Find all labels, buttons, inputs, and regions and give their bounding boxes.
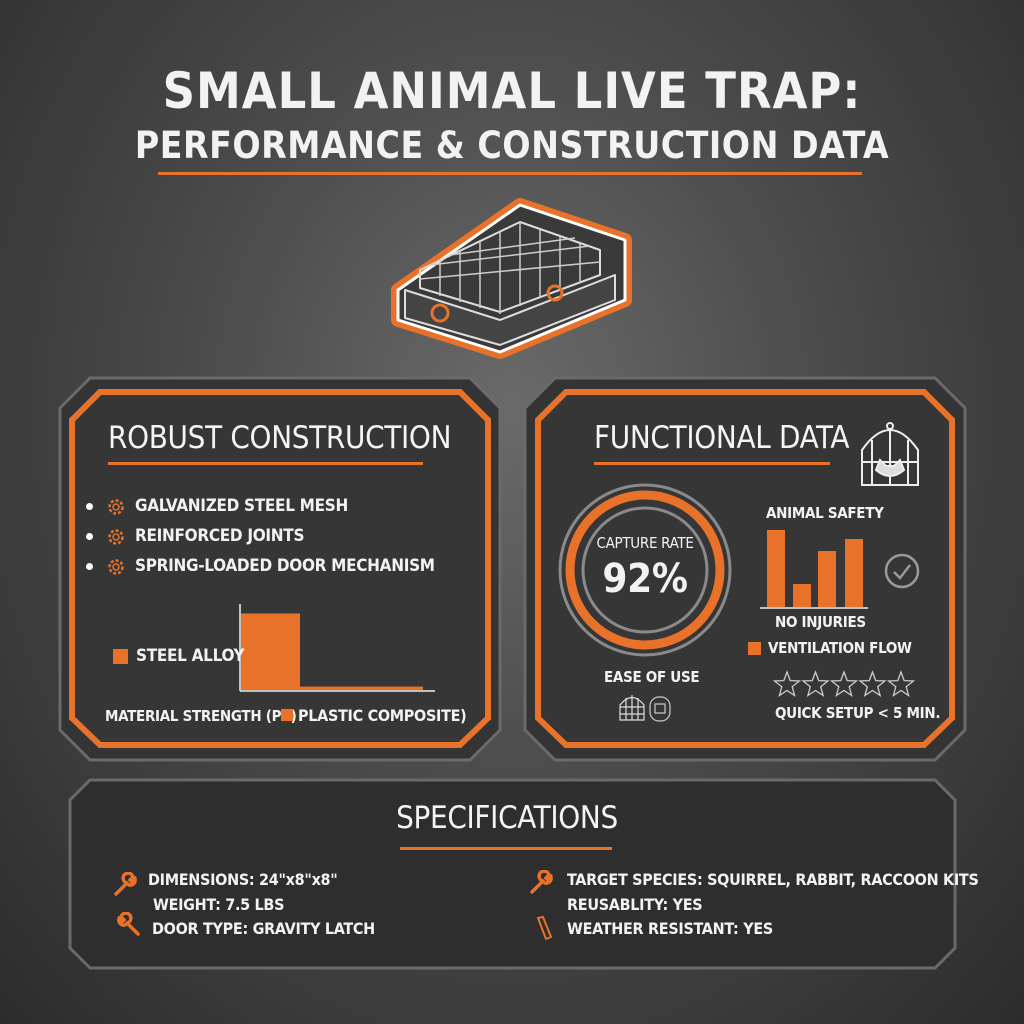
page-title: SMALL ANIMAL LIVE TRAP:	[162, 62, 862, 120]
feature-item: GALVANIZED STEEL MESH	[135, 496, 348, 516]
specs-panel	[68, 778, 957, 970]
capture-rate-value: 92%	[602, 556, 688, 602]
cage-small-icon	[619, 695, 645, 721]
legend-plastic-label: PLASTIC COMPOSITE)	[298, 706, 467, 725]
functional-underline	[594, 462, 830, 465]
functional-title: FUNCTIONAL DATA	[594, 420, 850, 456]
functional-panel-border	[535, 389, 955, 748]
pipe-icon	[534, 915, 554, 945]
title-underline	[158, 172, 862, 175]
bullet-dot	[86, 533, 93, 540]
wrench-icon	[112, 871, 138, 902]
capture-rate-label: CAPTURE RATE	[596, 534, 694, 552]
no-injuries-label: NO INJURIES	[775, 613, 866, 631]
ease-of-use-label: EASE OF USE	[604, 668, 700, 686]
material-bar	[241, 613, 300, 690]
spec-item: WEATHER RESISTANT: YES	[567, 919, 773, 938]
spec-item: REUSABLITY: YES	[567, 895, 703, 914]
material-axis-label: MATERIAL STRENGTH (PS)	[105, 707, 297, 725]
check-circle-icon	[884, 553, 920, 589]
safety-bar	[767, 530, 785, 607]
construction-panel-border	[69, 389, 491, 748]
wrench-icon	[528, 869, 554, 900]
spec-item: DIMENSIONS: 24"x8"x8"	[148, 870, 338, 889]
construction-underline	[108, 462, 423, 465]
gear-icon	[106, 497, 126, 521]
legend-steel-swatch	[113, 649, 128, 664]
safety-bar	[818, 551, 836, 607]
bullet-dot	[86, 563, 93, 570]
feature-item: SPRING-LOADED DOOR MECHANISM	[135, 556, 435, 576]
capture-outer-ring	[558, 483, 732, 657]
feature-item: REINFORCED JOINTS	[135, 526, 305, 546]
legend-steel-label: STEEL ALLOY	[136, 646, 245, 666]
construction-title: ROBUST CONSTRUCTION	[108, 420, 452, 456]
gear-icon	[106, 557, 126, 581]
spec-item: WEIGHT: 7.5 LBS	[153, 895, 285, 914]
gear-icon	[106, 527, 126, 551]
legend-ventilation-label: VENTILATION FLOW	[768, 639, 912, 657]
legend-plastic-swatch	[281, 709, 293, 721]
capture-inner-ring	[581, 506, 709, 634]
star-icon	[801, 670, 830, 697]
spec-item: DOOR TYPE: GRAVITY LATCH	[152, 919, 375, 938]
animal-safety-title: ANIMAL SAFETY	[766, 504, 884, 522]
star-icon	[886, 670, 916, 697]
trap-cage-icon	[391, 198, 632, 359]
spec-item: TARGET SPECIES: SQUIRREL, RABBIT, RACCOO…	[567, 870, 979, 889]
page-subtitle: PERFORMANCE & CONSTRUCTION DATA	[134, 124, 890, 167]
legend-ventilation-swatch	[748, 642, 761, 655]
bullet-dot	[86, 503, 93, 510]
quick-setup-label: QUICK SETUP < 5 MIN.	[775, 704, 941, 722]
trap-small-icon	[649, 696, 671, 722]
specs-title: SPECIFICATIONS	[396, 800, 618, 836]
star-icon	[829, 670, 859, 697]
material-bar	[300, 686, 423, 690]
safety-bar	[845, 539, 863, 607]
wrench-icon	[116, 911, 142, 942]
safety-bar	[793, 584, 811, 607]
cage-raccoon-icon	[861, 422, 919, 486]
star-icon	[772, 670, 802, 697]
specs-underline	[400, 847, 612, 850]
capture-rate-ring	[565, 490, 725, 650]
star-icon	[858, 670, 887, 697]
